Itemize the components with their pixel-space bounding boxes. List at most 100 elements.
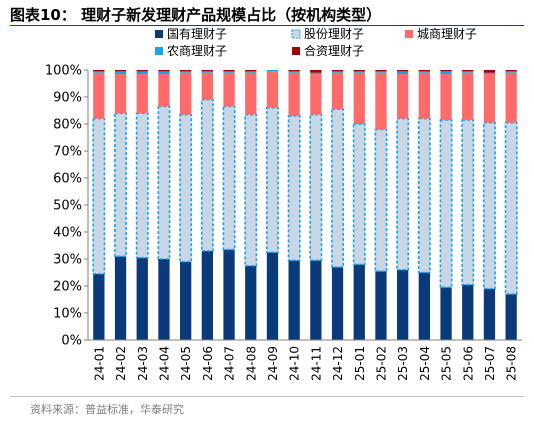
bar-24-04-s5	[158, 70, 170, 72]
bar-24-07-s3	[223, 72, 235, 107]
x-tick-label-25-06: 25-06	[461, 346, 475, 381]
bar-24-11-s3	[310, 74, 322, 115]
y-tick-label-50: 50%	[53, 199, 82, 214]
bar-25-08-s3	[505, 72, 517, 123]
bar-24-11-s5	[310, 70, 322, 73]
bar-24-09-s3	[266, 71, 279, 108]
bar-25-05-s5	[440, 70, 452, 72]
bar-24-06-s2	[200, 98, 214, 252]
bar-24-07-s1	[223, 249, 235, 340]
bar-24-02-s1	[114, 256, 127, 340]
x-tick-label-24-01: 24-01	[92, 346, 106, 381]
y-tick-label-20: 20%	[53, 280, 82, 295]
x-tick-label-25-07: 25-07	[483, 346, 497, 381]
y-axis: 0% 10% 20% 30% 40% 50% 60% 70% 80% 90% 100%	[45, 64, 89, 349]
y-tick-label-10: 10%	[53, 307, 82, 322]
bar-24-05-s3	[180, 72, 192, 115]
bar-24-06-s4	[201, 71, 213, 73]
bar-24-12-s2	[331, 108, 344, 268]
bar-25-06-s5	[462, 70, 474, 72]
bar-24-04-s4	[158, 71, 170, 75]
bar-25-06-s1	[462, 284, 474, 340]
bar-24-02-s4	[114, 71, 127, 75]
legend-label-4: 农商理财子	[167, 43, 227, 58]
x-tick-label-25-05: 25-05	[440, 346, 454, 381]
bar-25-02-s5	[375, 70, 387, 72]
bar-24-02-s2	[114, 112, 127, 258]
bar-24-10-s5	[288, 70, 300, 72]
bar-25-02-s1	[375, 271, 387, 340]
bar-25-06-s2	[461, 119, 475, 286]
bar-24-08-s5	[245, 70, 257, 72]
bar-24-12-s3	[331, 72, 344, 110]
x-tick-label-25-03: 25-03	[396, 346, 410, 381]
legend-swatch-3	[405, 30, 413, 38]
x-tick-label-24-04: 24-04	[157, 346, 171, 381]
title-divider	[10, 25, 524, 26]
bar-24-07-s4	[223, 71, 235, 73]
y-tick-label-70: 70%	[53, 145, 82, 160]
bar-24-01-s1	[93, 273, 105, 340]
bar-25-02-s2	[374, 128, 388, 272]
x-tick-label-24-02: 24-02	[114, 346, 128, 381]
bar-25-03-s2	[396, 117, 410, 271]
x-tick-label-24-06: 24-06	[201, 346, 215, 381]
bar-25-06-s4	[462, 71, 474, 73]
bar-25-02-s4	[375, 71, 387, 73]
legend-swatch-5	[292, 47, 300, 55]
bar-25-05-s3	[440, 74, 452, 120]
bar-24-03-s3	[136, 74, 148, 114]
legend-swatch-1	[155, 30, 163, 38]
bar-24-01-s5	[93, 70, 105, 72]
x-tick-label-25-08: 25-08	[505, 346, 519, 381]
bar-24-01-s2	[92, 117, 106, 275]
bar-24-10-s1	[288, 260, 300, 340]
bar-25-03-s3	[397, 74, 409, 119]
legend-label-1: 国有理财子	[167, 27, 227, 41]
bar-24-09-s1	[266, 252, 279, 340]
bar-24-02-s3	[114, 74, 127, 114]
x-tick-label-24-03: 24-03	[136, 346, 150, 381]
bar-24-06-s1	[201, 250, 213, 340]
bar-24-11-s1	[310, 260, 322, 340]
bar-24-01-s4	[93, 71, 105, 73]
bar-25-01-s5	[353, 70, 365, 72]
bar-24-11-s2	[309, 113, 323, 262]
bar-25-07-s3	[483, 74, 496, 123]
bar-25-07-s5	[483, 70, 496, 73]
bar-25-01-s4	[353, 71, 365, 73]
bar-24-04-s3	[158, 74, 170, 107]
bar-25-07-s2	[483, 121, 496, 290]
y-tick-label-30: 30%	[53, 253, 82, 268]
chart-title: 图表10： 理财子新发理财产品规模占比（按机构类型）	[10, 6, 382, 24]
source-note: 资料来源：普益标准，华泰研究	[30, 403, 184, 416]
bar-25-05-s2	[439, 119, 453, 289]
x-tick-label-24-08: 24-08	[244, 346, 258, 381]
bar-24-03-s2	[135, 112, 149, 259]
x-tick-label-25-02: 25-02	[374, 346, 388, 381]
bar-25-03-s4	[397, 71, 409, 75]
bar-24-06-s5	[201, 70, 213, 72]
bar-24-03-s5	[136, 70, 148, 72]
bar-25-04-s3	[418, 72, 430, 119]
bar-24-05-s5	[180, 70, 192, 72]
y-tick-label-0: 0%	[61, 334, 82, 349]
bar-25-04-s5	[418, 70, 430, 72]
x-tick-label-24-05: 24-05	[179, 346, 193, 381]
y-tick-label-90: 90%	[53, 91, 82, 106]
legend-label-2: 股份理财子	[304, 27, 364, 41]
bar-24-12-s1	[331, 267, 344, 340]
bar-24-11-s4	[310, 72, 322, 75]
bar-24-01-s3	[93, 72, 105, 119]
bar-24-09-s2	[266, 107, 279, 254]
bar-25-05-s1	[440, 287, 452, 340]
bar-24-03-s4	[136, 71, 148, 75]
x-tick-label-25-04: 25-04	[418, 346, 432, 381]
bar-25-08-s5	[505, 70, 517, 72]
bar-25-01-s3	[353, 72, 365, 124]
bar-25-03-s1	[397, 269, 409, 340]
bar-24-08-s4	[245, 71, 257, 73]
bar-25-08-s1	[505, 294, 517, 340]
